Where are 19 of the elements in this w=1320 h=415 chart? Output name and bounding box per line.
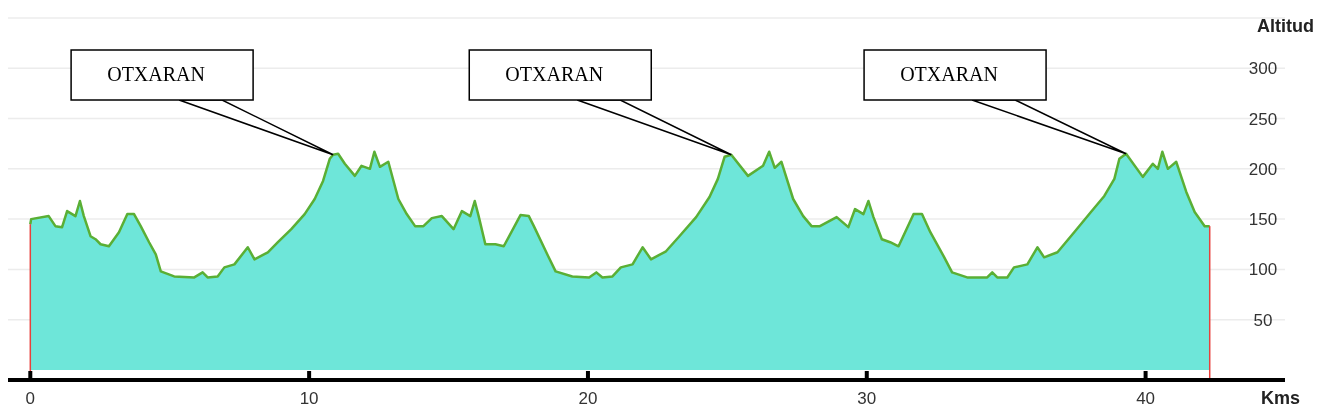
callout-box: OTXARAN bbox=[863, 49, 1127, 155]
y-tick-label: 150 bbox=[1248, 210, 1278, 230]
x-tick-label: 20 bbox=[578, 389, 598, 408]
y-axis-title: Altitud bbox=[1257, 16, 1314, 37]
x-axis-title: Kms bbox=[1260, 388, 1300, 409]
x-tick-label: 0 bbox=[25, 389, 36, 408]
y-tick-label: 50 bbox=[1253, 310, 1273, 330]
annotation: OTXARAN bbox=[107, 63, 205, 85]
annotation: OTXARAN bbox=[505, 63, 604, 85]
x-tick-label: 40 bbox=[1136, 389, 1156, 408]
annotation: OTXARAN bbox=[900, 63, 998, 85]
y-tick-label: 300 bbox=[1248, 59, 1278, 79]
callout-box: OTXARAN bbox=[70, 49, 334, 156]
y-tick-label: 250 bbox=[1248, 109, 1278, 129]
x-tick-label: 10 bbox=[299, 389, 319, 408]
y-tick-label: 100 bbox=[1248, 260, 1278, 280]
y-tick-label: 200 bbox=[1248, 159, 1278, 179]
callout-box: OTXARAN bbox=[468, 49, 732, 156]
x-tick-label: 30 bbox=[857, 389, 877, 408]
